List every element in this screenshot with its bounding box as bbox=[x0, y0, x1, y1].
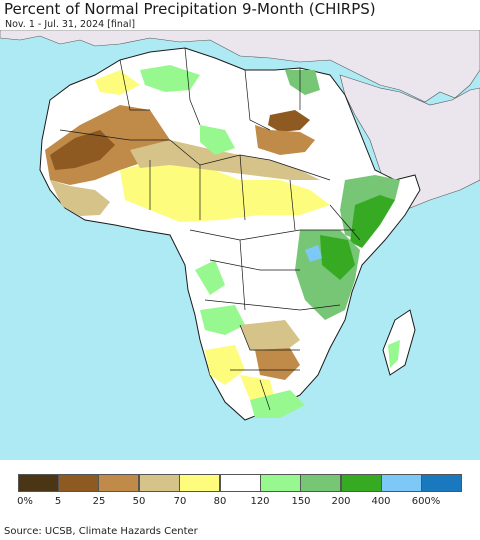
legend-tick: 150 bbox=[291, 496, 311, 507]
zambia-dry bbox=[240, 320, 300, 355]
legend-swatch-7 bbox=[300, 474, 341, 492]
libya-dry bbox=[95, 70, 140, 95]
sahel-west-very-dry bbox=[50, 130, 115, 170]
lake-victoria bbox=[305, 245, 322, 262]
legend-ticks: 0% 5 25 50 70 80 120 150 200 400 600% bbox=[0, 496, 480, 510]
madagascar-wet bbox=[388, 340, 400, 368]
legend-tick: 200 bbox=[331, 496, 351, 507]
kenya-core-wet bbox=[320, 235, 355, 280]
zimbabwe-dry bbox=[255, 348, 300, 380]
legend-tick: 0% bbox=[17, 496, 33, 507]
legend-swatch-0 bbox=[18, 474, 59, 492]
legend-swatch-5 bbox=[220, 474, 261, 492]
legend-swatch-10 bbox=[421, 474, 462, 492]
legend-swatch-8 bbox=[341, 474, 382, 492]
legend-tick: 400 bbox=[371, 496, 391, 507]
country-borders bbox=[59, 47, 361, 411]
chad-dry-core bbox=[268, 110, 310, 132]
namibia-yellow bbox=[205, 345, 245, 385]
legend-swatch-4 bbox=[179, 474, 220, 492]
legend-tick: 80 bbox=[213, 496, 227, 507]
map-subtitle: Nov. 1 - Jul. 31, 2024 [final] bbox=[5, 19, 136, 30]
south-africa-green bbox=[250, 390, 305, 418]
legend-swatch-2 bbox=[98, 474, 139, 492]
source-credit: Source: UCSB, Climate Hazards Center bbox=[4, 526, 198, 537]
somalia-wet bbox=[350, 195, 395, 248]
precipitation-legend bbox=[18, 474, 462, 492]
north-africa-wet bbox=[140, 65, 200, 92]
arabian-peninsula bbox=[339, 74, 480, 211]
legend-tick: 50 bbox=[132, 496, 146, 507]
precipitation-map bbox=[0, 30, 480, 460]
west-coast-dry bbox=[50, 180, 110, 216]
legend-tick: 120 bbox=[250, 496, 270, 507]
sahara-mixed-green bbox=[200, 125, 235, 155]
sahel-central-tan bbox=[120, 160, 330, 222]
egypt-wet bbox=[285, 70, 320, 95]
angola-green bbox=[200, 305, 245, 335]
legend-swatch-6 bbox=[260, 474, 301, 492]
legend-swatch-1 bbox=[58, 474, 99, 492]
legend-tick: 25 bbox=[92, 496, 106, 507]
legend-swatch-3 bbox=[139, 474, 180, 492]
legend-swatch-9 bbox=[381, 474, 422, 492]
map-title: Percent of Normal Precipitation 9-Month … bbox=[4, 0, 376, 18]
chad-dry-ring bbox=[255, 125, 315, 155]
sahel-band-dry bbox=[130, 140, 320, 180]
legend-tick: 600% bbox=[411, 496, 441, 507]
legend-tick: 70 bbox=[173, 496, 187, 507]
legend-tick: 5 bbox=[54, 496, 62, 507]
congo-light-green bbox=[195, 260, 225, 295]
